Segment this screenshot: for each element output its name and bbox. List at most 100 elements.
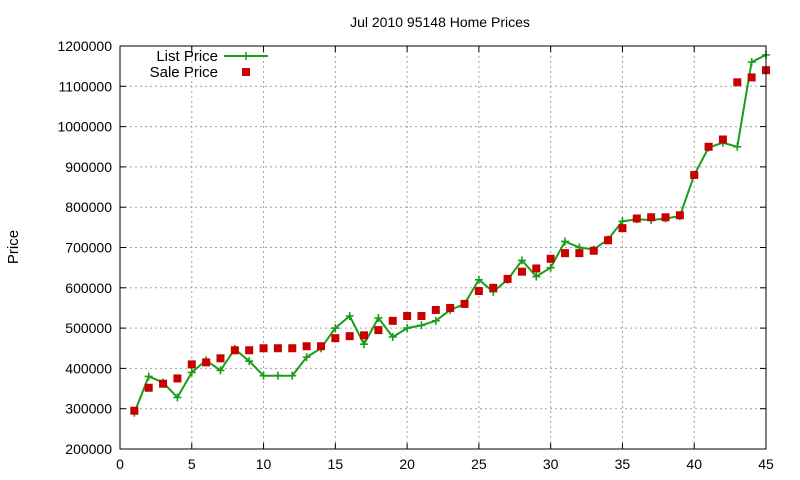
list-price-point (302, 353, 311, 362)
sale-price-point (431, 305, 440, 314)
y-tick-label: 600000 (65, 280, 112, 296)
sale-price-point (489, 283, 498, 292)
x-tick-label: 10 (256, 456, 272, 472)
legend-marker-sale-price (242, 68, 250, 76)
plot-frame (119, 45, 767, 450)
sale-price-point (288, 344, 297, 353)
sale-price-point (216, 354, 225, 363)
legend-label-list-price: List Price (156, 48, 218, 65)
series (130, 50, 770, 417)
x-tick-label: 40 (686, 456, 702, 472)
y-tick-label: 700000 (65, 240, 112, 256)
list-price-point (331, 324, 340, 333)
list-price-point (733, 142, 742, 151)
sale-price-point (704, 142, 713, 151)
list-price-point (345, 312, 354, 321)
list-price-point (388, 332, 397, 341)
list-price-point (546, 263, 555, 272)
sale-price-point (159, 379, 168, 388)
sale-price-point (575, 249, 584, 258)
x-tick-label: 25 (471, 456, 487, 472)
list-price-point (517, 256, 526, 265)
sale-price-point (747, 73, 756, 82)
x-tick-label: 35 (615, 456, 631, 472)
y-tick-label: 300000 (65, 401, 112, 417)
list-price-point (561, 237, 570, 246)
sale-price-point (733, 78, 742, 87)
chart-title: Jul 2010 95148 Home Prices (350, 14, 530, 30)
y-tick-label: 500000 (65, 320, 112, 336)
sale-price-point (230, 346, 239, 355)
sale-price-point (460, 299, 469, 308)
sale-price-point (417, 312, 426, 321)
list-price-point (403, 324, 412, 333)
y-tick-label: 1000000 (57, 119, 112, 135)
sale-price-point (316, 342, 325, 351)
legend-marker-list-price (242, 52, 250, 60)
list-price-point (431, 316, 440, 325)
sale-price-point (202, 358, 211, 367)
y-tick-label: 900000 (65, 159, 112, 175)
list-price-line (133, 54, 767, 414)
sale-price-point (532, 264, 541, 273)
y-tick-label: 1100000 (59, 78, 113, 94)
sale-price-point (374, 326, 383, 335)
legend-label-sale-price: Sale Price (150, 64, 218, 81)
sale-price-point (360, 331, 369, 340)
sale-price-point (173, 374, 182, 383)
list-price-point (474, 275, 483, 284)
sale-price-point (259, 344, 268, 353)
sale-price-point (187, 360, 196, 369)
sale-price-point (503, 274, 512, 283)
sale-price-point (245, 346, 254, 355)
list-price-point (259, 371, 268, 380)
y-tick-label: 1200000 (57, 38, 112, 54)
grid (120, 46, 766, 449)
series-1 (130, 66, 770, 415)
list-price-point (144, 372, 153, 381)
sale-price-point (517, 267, 526, 276)
sale-price-point (302, 342, 311, 351)
y-tick-label: 200000 (65, 441, 112, 457)
list-price-point (747, 58, 756, 67)
sale-price-point (273, 344, 282, 353)
sale-price-point (589, 246, 598, 255)
list-price-point (173, 393, 182, 402)
tick-labels: 0 5 10 15 20 25 30 35 40 45 200000 300000 400000 5000… (57, 38, 774, 472)
list-price-point (374, 314, 383, 323)
x-tick-label: 15 (328, 456, 344, 472)
x-tick-label: 30 (543, 456, 559, 472)
y-tick-label: 400000 (65, 360, 112, 376)
legend: List Price Sale Price (150, 48, 268, 81)
series-0 (130, 50, 770, 417)
sale-price-point (388, 316, 397, 325)
sale-price-point (618, 224, 627, 233)
y-axis-label: Price (5, 230, 22, 264)
sale-price-point (144, 383, 153, 392)
list-price-point (532, 272, 541, 281)
sale-price-point (675, 211, 684, 220)
list-price-point (245, 357, 254, 366)
x-tick-label: 20 (399, 456, 415, 472)
list-price-point (187, 368, 196, 377)
x-tick-label: 0 (116, 456, 124, 472)
sale-price-point (647, 213, 656, 222)
list-price-point (417, 321, 426, 330)
sale-price-point (331, 334, 340, 343)
sale-price-point (546, 254, 555, 263)
sale-price-point (474, 287, 483, 296)
sale-price-point (345, 332, 354, 341)
sale-price-point (561, 249, 570, 258)
sale-price-point (690, 170, 699, 179)
sale-price-point (403, 312, 412, 321)
y-tick-label: 800000 (65, 199, 112, 215)
sale-price-point (604, 236, 613, 245)
list-price-point (216, 366, 225, 375)
sale-price-point (446, 303, 455, 312)
sale-price-point (130, 406, 139, 415)
list-price-point (288, 371, 297, 380)
list-price-point (273, 371, 282, 380)
x-tick-label: 5 (188, 456, 196, 472)
x-tick-label: 45 (758, 456, 774, 472)
